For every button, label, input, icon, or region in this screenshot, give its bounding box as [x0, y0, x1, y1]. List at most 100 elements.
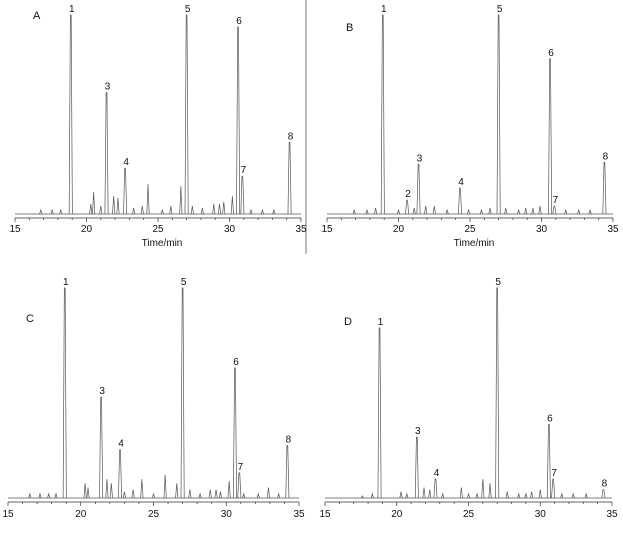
peak-label-3: 3: [105, 82, 111, 93]
minor-peak: [488, 207, 492, 215]
x-tick-label: 25: [464, 224, 476, 235]
minor-peak: [39, 208, 43, 215]
minor-peak: [151, 492, 156, 499]
minor-peak: [54, 492, 58, 499]
peak-label-1: 1: [381, 4, 387, 15]
minor-peak: [481, 479, 485, 499]
peak-label-5: 5: [185, 4, 191, 15]
minor-peak: [112, 196, 116, 215]
minor-peak: [504, 207, 508, 215]
peak-1: [377, 327, 382, 499]
x-tick-label: 20: [75, 509, 87, 520]
minor-peak: [588, 208, 592, 215]
minor-peak: [214, 489, 218, 499]
minor-peak: [230, 196, 234, 215]
minor-peak: [466, 492, 471, 499]
minor-peak: [272, 208, 276, 215]
x-tick-label: 20: [393, 224, 405, 235]
peak-label-5: 5: [495, 277, 501, 288]
minor-peak: [360, 495, 364, 499]
peak-5: [496, 14, 501, 215]
minor-peak: [538, 489, 542, 499]
minor-peak: [242, 492, 246, 499]
minor-peak: [475, 492, 479, 499]
x-tick-label: 15: [321, 224, 333, 235]
peak-label-1: 1: [63, 277, 69, 288]
minor-peak: [140, 205, 144, 215]
x-tick-label: 35: [295, 224, 307, 235]
minor-peak: [405, 492, 409, 499]
peak-label-7: 7: [553, 195, 559, 206]
panel-label: A: [33, 10, 41, 22]
chromatogram-panel-c: C 15 20 25 30 35 1 3 4 5 6 7 8: [2, 277, 305, 520]
minor-peak: [370, 492, 374, 499]
panel-label: B: [346, 22, 353, 34]
x-tick-label: 15: [319, 509, 331, 520]
x-tick-label: 25: [463, 509, 475, 520]
chromatogram-panel-d: D 15 20 25 30 35 1 3 4 5 6 7 8: [319, 277, 618, 520]
peak-label-6: 6: [233, 357, 239, 368]
peak-1: [62, 287, 67, 499]
peak-label-8: 8: [288, 131, 294, 142]
minor-peak: [163, 474, 167, 499]
minor-peak: [531, 207, 535, 215]
peak-label-4: 4: [118, 439, 124, 450]
peak-1: [380, 14, 385, 215]
peak-3: [99, 396, 104, 499]
x-axis-label: Time/min: [142, 238, 183, 249]
x-tick-label: 35: [606, 509, 618, 520]
minor-peak: [92, 192, 96, 215]
minor-peak: [50, 208, 54, 215]
peak-3: [414, 436, 419, 499]
peak-3: [416, 163, 421, 215]
minor-peak: [212, 204, 216, 215]
panel-label: C: [26, 313, 34, 325]
minor-peak: [140, 479, 144, 499]
peak-label-6: 6: [236, 16, 242, 27]
minor-peak: [200, 207, 204, 215]
peak-8: [285, 445, 290, 499]
x-tick-label: 25: [148, 509, 160, 520]
minor-peak: [524, 207, 528, 215]
minor-peak: [131, 489, 135, 499]
minor-peak: [422, 487, 426, 499]
minor-peak: [412, 207, 416, 215]
minor-peak: [256, 492, 260, 499]
x-tick-label: 30: [536, 224, 548, 235]
peak-4: [458, 187, 462, 215]
minor-peak: [564, 208, 568, 215]
x-tick-label: 30: [221, 509, 233, 520]
peak-5: [180, 287, 185, 499]
minor-peak: [479, 208, 483, 215]
minor-peak: [571, 492, 575, 499]
minor-peak: [260, 208, 264, 215]
peak-7: [551, 478, 556, 499]
x-tick-label: 35: [607, 224, 619, 235]
minor-peak: [160, 208, 164, 215]
minor-peak: [86, 487, 90, 499]
minor-peak: [190, 205, 194, 215]
peak-8: [602, 161, 607, 215]
peak-8: [287, 142, 292, 215]
peak-1: [68, 14, 73, 215]
minor-peak: [517, 208, 521, 215]
x-tick-label: 15: [2, 509, 14, 520]
minor-peak: [59, 208, 63, 215]
minor-peak: [218, 491, 222, 499]
minor-peak: [396, 208, 401, 215]
minor-peak: [132, 207, 136, 215]
peak-7: [240, 175, 245, 215]
minor-peak: [445, 208, 449, 215]
minor-peak: [441, 492, 445, 499]
minor-peak: [530, 491, 534, 499]
minor-peak: [83, 483, 87, 499]
peak-6: [233, 367, 237, 499]
minor-peak: [560, 492, 564, 499]
minor-peak: [89, 204, 93, 215]
x-tick-label: 30: [535, 509, 547, 520]
minor-peak: [538, 205, 542, 215]
minor-peak: [505, 491, 509, 499]
minor-peak: [277, 492, 281, 499]
minor-peak: [146, 184, 150, 215]
